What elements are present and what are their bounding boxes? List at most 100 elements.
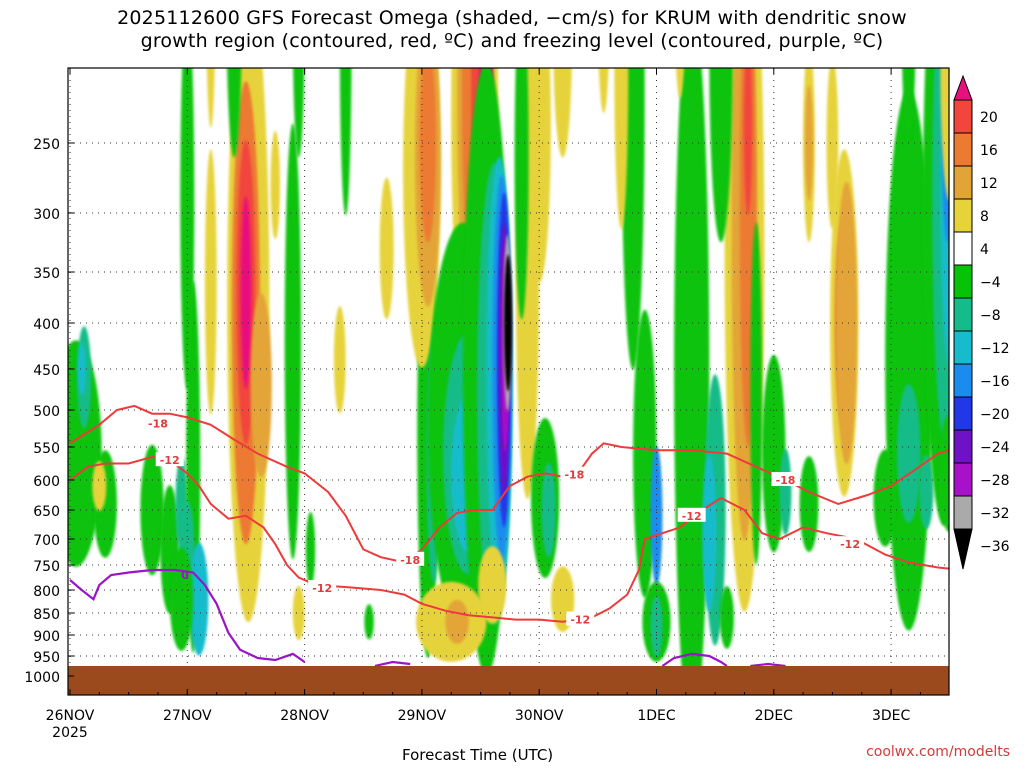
omega-shading	[68, 68, 1021, 695]
y-tick-label: 550	[33, 441, 60, 457]
omega-region	[379, 177, 394, 320]
omega-region	[919, 455, 934, 529]
contour-label-bg	[566, 611, 595, 626]
contour-label: -12	[840, 538, 860, 551]
freezing-level-contour	[750, 662, 786, 668]
temperature-contours: -18-18-18-18-18-12-12-12-12-12-120	[69, 404, 949, 668]
colorbar-swatch	[953, 462, 973, 497]
x-year-label: 2025	[52, 725, 88, 741]
chart-title-line-1: 2025112600 GFS Forecast Omega (shaded, −…	[117, 7, 907, 29]
dgz-contour-minus12	[69, 455, 949, 623]
omega-region	[250, 293, 272, 478]
omega-region	[293, 68, 305, 158]
omega-region	[702, 454, 717, 612]
omega-region	[240, 196, 252, 389]
contour-label: -12	[682, 510, 702, 523]
omega-region	[750, 222, 763, 565]
credit-link[interactable]: coolwx.com/modelts	[866, 744, 1010, 760]
omega-region	[206, 68, 215, 128]
colorbar-label: −8	[980, 308, 1001, 324]
omega-region	[514, 68, 529, 320]
freezing-level-label: 0	[181, 569, 189, 582]
contour-label-bg	[560, 466, 589, 481]
x-axis-label: Forecast Time (UTC)	[402, 746, 554, 764]
omega-region	[270, 130, 280, 240]
omega-region	[799, 456, 819, 552]
y-tick-label: 1000	[24, 670, 60, 686]
omega-region	[553, 68, 572, 158]
omega-region	[598, 68, 609, 113]
y-tick-label: 450	[33, 363, 60, 379]
omega-region	[339, 68, 352, 216]
x-tick-label: 29NOV	[398, 708, 447, 724]
colorbar-label: −32	[980, 506, 1010, 522]
omega-region	[835, 181, 858, 465]
omega-region	[169, 547, 194, 651]
colorbar-swatch	[953, 495, 973, 530]
colorbar-swatch	[953, 429, 973, 464]
colorbar-label: −4	[980, 275, 1001, 291]
omega-region	[419, 68, 436, 243]
x-tick-label: 2DEC	[755, 708, 794, 724]
y-tick-label: 850	[33, 607, 60, 623]
colorbar-label: −24	[980, 440, 1010, 456]
colorbar-swatch	[953, 99, 973, 134]
omega-region	[940, 68, 949, 201]
y-tick-label: 900	[33, 629, 60, 645]
colorbar-bottom-arrow	[953, 528, 973, 570]
y-tick-label: 700	[33, 533, 60, 549]
chart-title-line-2: growth region (contoured, red, ºC) and f…	[140, 30, 884, 52]
plot-frame	[67, 67, 950, 696]
contour-label-bg	[677, 507, 706, 522]
x-tick-label: 30NOV	[515, 708, 564, 724]
y-tick-label: 800	[33, 584, 60, 600]
omega-region	[897, 384, 921, 523]
colorbar-swatch	[953, 297, 973, 332]
dgz-contour-minus18	[69, 404, 949, 564]
y-tick-label: 250	[33, 137, 60, 153]
colorbar-label: 20	[980, 110, 998, 126]
omega-region	[650, 445, 663, 586]
omega-region	[938, 414, 949, 532]
omega-region	[180, 68, 195, 390]
omega-region	[204, 149, 217, 415]
omega-region	[633, 309, 657, 598]
omega-region	[762, 354, 786, 553]
colorbar-label: 8	[980, 209, 989, 225]
omega-region	[902, 68, 916, 143]
omega-region	[227, 68, 242, 158]
contour-label-bg	[143, 415, 172, 430]
colorbar-swatch	[953, 165, 973, 200]
omega-region	[674, 68, 710, 695]
freezing-level-contour	[69, 568, 306, 663]
omega-region	[873, 449, 897, 547]
x-tick-label: 27NOV	[163, 708, 212, 724]
omega-region	[743, 68, 753, 216]
x-tick-label: 26NOV	[46, 708, 95, 724]
colorbar-swatch	[953, 132, 973, 167]
omega-region	[77, 342, 86, 396]
y-tick-label: 300	[33, 207, 60, 223]
omega-region	[284, 123, 302, 560]
pressure-axis: 250 300 350 400 450 500 550 600 650 700 750 800 850 9…	[24, 137, 74, 686]
omega-region	[826, 68, 839, 229]
contour-label-bg	[771, 472, 800, 486]
y-tick-label: 950	[33, 650, 60, 666]
colorbar-label: −16	[980, 374, 1010, 390]
contour-label: -12	[570, 614, 590, 627]
contour-label: -18	[776, 474, 796, 487]
time-axis: 26NOV 27NOV 28NOV 29NOV 30NOV 1DEC 2DEC 3DEC 202…	[46, 68, 921, 741]
x-tick-label: 28NOV	[280, 708, 329, 724]
omega-region	[445, 599, 469, 644]
y-tick-label: 500	[33, 404, 60, 420]
omega-region	[478, 546, 507, 624]
colorbar-swatch	[953, 363, 973, 398]
colorbar-label: −20	[980, 407, 1010, 423]
contour-label: -12	[312, 582, 332, 595]
omega-region	[1007, 523, 1021, 596]
contour-label: -18	[564, 469, 584, 482]
omega-region	[504, 254, 513, 392]
colorbar-label: −28	[980, 473, 1010, 489]
omega-region	[364, 604, 374, 640]
